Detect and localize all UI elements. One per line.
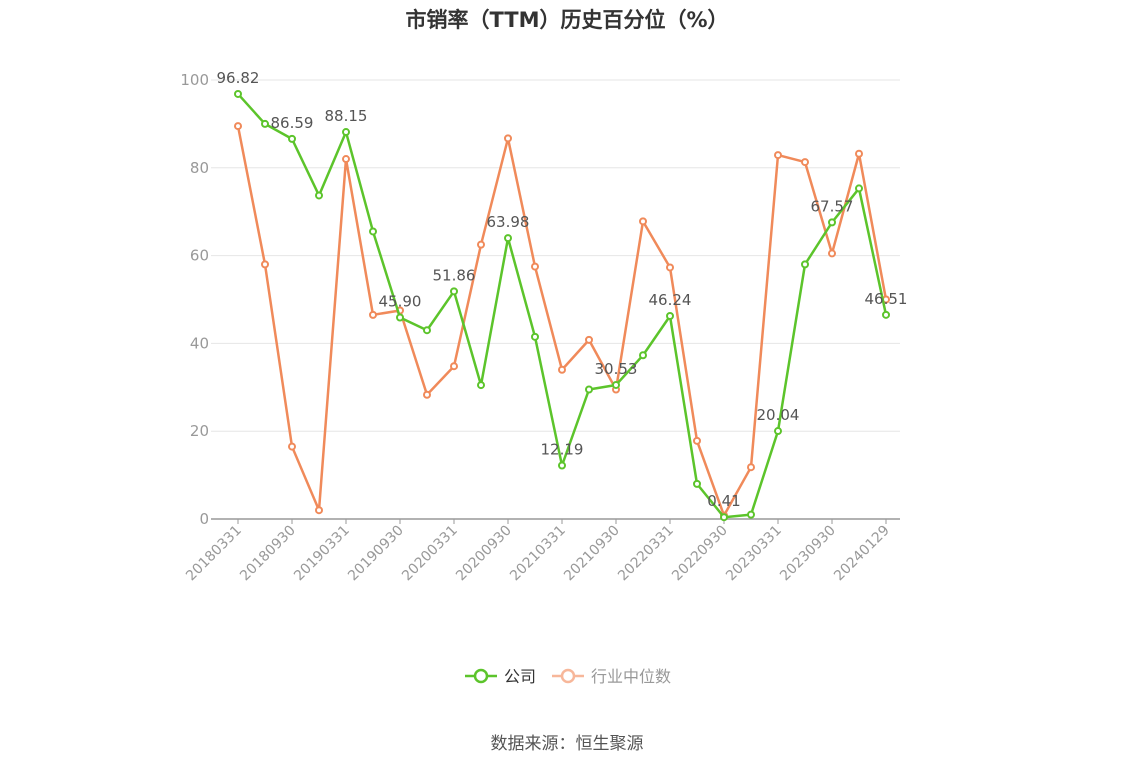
company-point	[450, 287, 458, 296]
company-point	[288, 134, 296, 143]
grid-layer	[211, 79, 900, 432]
legend-marker-icon	[473, 668, 489, 684]
legend-item-company[interactable]: 公司	[465, 667, 536, 686]
industry-median-point	[423, 390, 431, 399]
x-tick-label: 20190930	[345, 523, 407, 585]
company-point	[828, 218, 836, 227]
company-point	[693, 479, 701, 488]
industry-median-point	[828, 249, 836, 258]
industry-median-point	[342, 155, 350, 164]
industry-median-point	[693, 436, 701, 445]
data-label: 67.57	[811, 197, 854, 215]
x-tick-label: 20210930	[561, 523, 623, 585]
data-label: 46.24	[649, 291, 692, 309]
company-point	[369, 227, 377, 236]
axis-layer: 0 20 40 60 80 100 2018033120180930201903312019…	[180, 71, 900, 584]
industry-median-point	[747, 463, 755, 472]
company-point	[747, 510, 755, 519]
industry-median-point	[450, 362, 458, 371]
x-tick-label: 20200331	[399, 523, 461, 585]
data-label: 88.15	[325, 107, 368, 125]
company-point	[558, 461, 566, 470]
industry-median-point	[639, 217, 647, 226]
legend-marker-icon	[560, 668, 576, 684]
company-point	[531, 332, 539, 341]
x-tick-label: 20180930	[237, 523, 299, 585]
x-tick-label: 20210331	[507, 523, 569, 585]
data-label: 30.53	[595, 360, 638, 378]
company-point	[315, 191, 323, 200]
industry-median-point	[504, 134, 512, 143]
industry-median-point	[261, 260, 269, 269]
company-point	[855, 184, 863, 193]
company-point	[261, 119, 269, 128]
data-label: 46.51	[865, 290, 908, 308]
company-point	[774, 427, 782, 436]
y-tick-label: 0	[199, 510, 209, 528]
series-layer	[234, 89, 890, 522]
company-point	[612, 380, 620, 389]
industry-median-point	[369, 310, 377, 319]
data-label: 45.90	[379, 292, 422, 310]
company-point	[801, 260, 809, 269]
x-tick-label: 20230331	[723, 523, 785, 585]
industry-median-point	[558, 365, 566, 374]
y-tick-label: 80	[190, 159, 209, 177]
company-point	[720, 513, 728, 522]
legend-item-industry-median[interactable]: 行业中位数	[552, 667, 671, 686]
x-tick-label: 20190331	[291, 523, 353, 585]
company-point	[504, 234, 512, 243]
x-tick-label: 20180331	[183, 523, 245, 585]
data-label: 51.86	[433, 266, 476, 284]
y-tick-label: 60	[190, 247, 209, 265]
industry-median-point	[234, 122, 242, 131]
company-point	[234, 89, 242, 98]
company-point	[477, 381, 485, 390]
company-point	[585, 385, 593, 394]
industry-median-point	[666, 263, 674, 272]
x-tick-label: 20240129	[831, 523, 893, 585]
data-label: 12.19	[541, 440, 584, 458]
chart-source: 数据来源：恒生聚源	[490, 734, 644, 754]
x-tick-label: 20220930	[669, 523, 731, 585]
y-tick-label: 40	[190, 334, 209, 352]
x-tick-label: 20220331	[615, 523, 677, 585]
industry-median-point	[477, 240, 485, 249]
company-point	[666, 312, 674, 321]
legend-label: 公司	[504, 667, 536, 686]
industry-median-point	[801, 158, 809, 167]
industry-median-point	[855, 149, 863, 158]
label-layer: 96.82 86.59 88.15 45.90 51.86 63.98 12.19 30.53…	[217, 69, 908, 510]
industry-median-point	[774, 151, 782, 160]
data-label: 86.59	[271, 114, 314, 132]
data-label: 63.98	[487, 213, 530, 231]
company-point	[342, 128, 350, 137]
company-point	[396, 313, 404, 322]
legend-label: 行业中位数	[591, 667, 671, 686]
legend-layer: 公司 行业中位数	[465, 667, 671, 686]
x-tick-label: 20230930	[777, 523, 839, 585]
company-point	[639, 351, 647, 360]
industry-median-point	[315, 506, 323, 515]
data-label: 0.41	[707, 492, 740, 510]
data-label: 96.82	[217, 69, 260, 87]
x-tick-label: 20200930	[453, 523, 515, 585]
company-point	[882, 310, 890, 319]
y-tick-label: 20	[190, 422, 209, 440]
chart-title: 市销率（TTM）历史百分位（%）	[405, 8, 729, 32]
data-label: 20.04	[757, 406, 800, 424]
company-point	[423, 326, 431, 335]
y-tick-label: 100	[180, 71, 209, 89]
industry-median-point	[288, 442, 296, 451]
industry-median-point	[585, 335, 593, 344]
industry-median-point	[531, 262, 539, 271]
